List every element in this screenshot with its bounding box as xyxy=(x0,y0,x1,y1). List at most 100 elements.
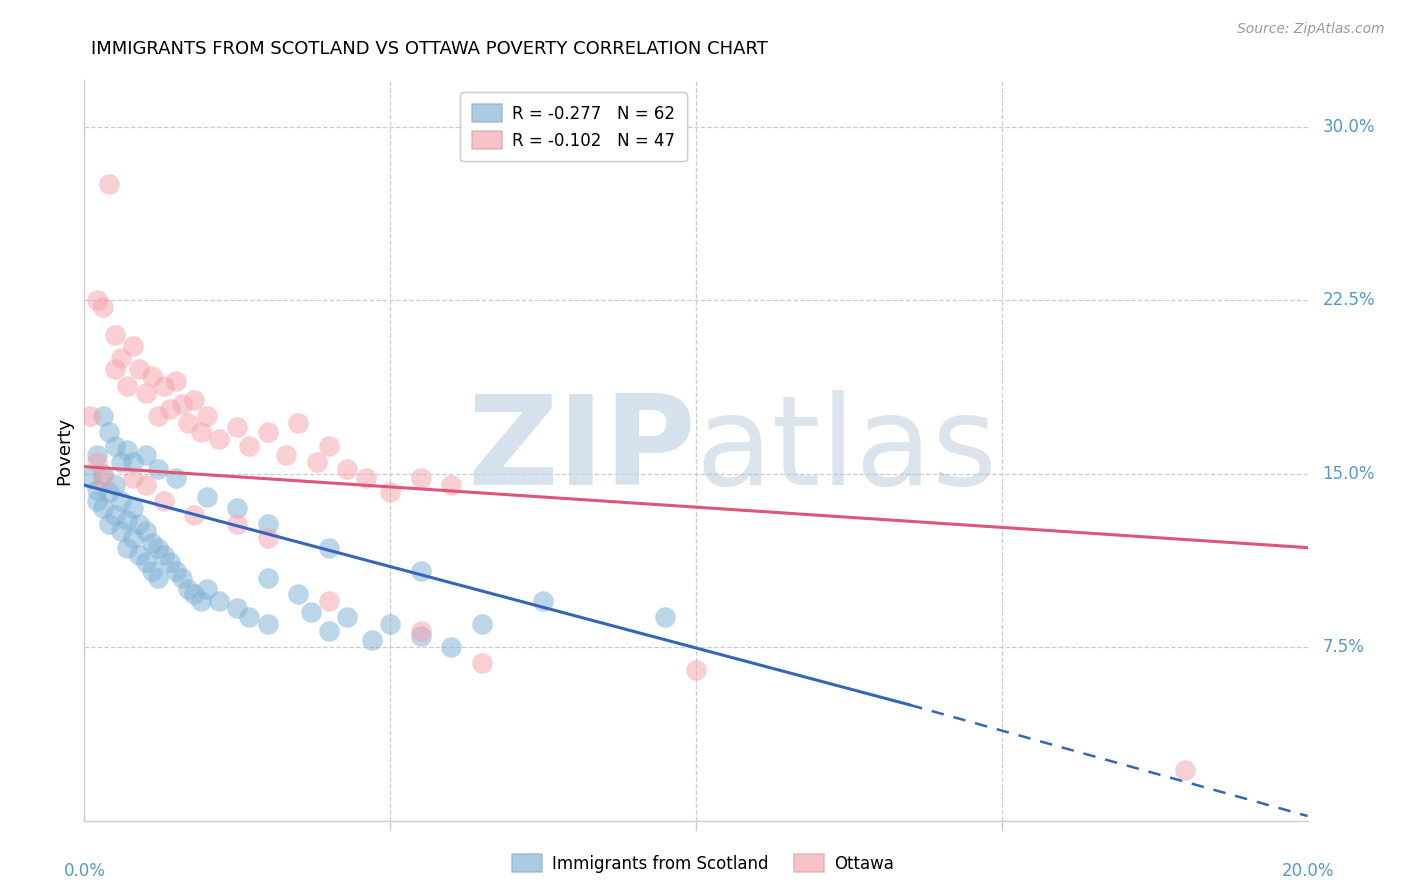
Point xyxy=(128,548,150,562)
Point xyxy=(190,425,212,439)
Point xyxy=(238,439,260,453)
Point xyxy=(110,494,132,508)
Point xyxy=(257,571,280,585)
Point xyxy=(135,448,157,462)
Point xyxy=(104,362,127,376)
Point xyxy=(153,548,176,562)
Text: 7.5%: 7.5% xyxy=(1322,638,1364,657)
Point xyxy=(177,416,200,430)
Point xyxy=(122,339,145,353)
Point xyxy=(685,663,707,677)
Point xyxy=(226,600,249,615)
Point xyxy=(226,501,249,516)
Point xyxy=(110,524,132,539)
Text: 0.0%: 0.0% xyxy=(63,863,105,880)
Point xyxy=(257,425,280,439)
Point xyxy=(141,536,163,550)
Point xyxy=(86,483,108,497)
Point xyxy=(122,532,145,546)
Point xyxy=(135,524,157,539)
Point xyxy=(172,571,194,585)
Point xyxy=(318,624,340,638)
Point xyxy=(153,494,176,508)
Point xyxy=(135,478,157,492)
Point xyxy=(135,385,157,400)
Point xyxy=(122,501,145,516)
Point xyxy=(257,532,280,546)
Point xyxy=(318,594,340,608)
Text: 20.0%: 20.0% xyxy=(1281,863,1334,880)
Point xyxy=(128,517,150,532)
Point xyxy=(336,610,359,624)
Y-axis label: Poverty: Poverty xyxy=(55,417,73,484)
Point xyxy=(91,467,114,481)
Text: atlas: atlas xyxy=(696,390,998,511)
Point xyxy=(299,606,322,620)
Point xyxy=(91,300,114,314)
Legend: R = -0.277   N = 62, R = -0.102   N = 47: R = -0.277 N = 62, R = -0.102 N = 47 xyxy=(461,92,686,161)
Text: 22.5%: 22.5% xyxy=(1322,291,1375,309)
Text: ZIP: ZIP xyxy=(467,390,696,511)
Point xyxy=(97,485,120,500)
Point xyxy=(104,478,127,492)
Point xyxy=(354,471,377,485)
Point xyxy=(146,541,169,555)
Point xyxy=(91,409,114,423)
Point xyxy=(115,378,138,392)
Point xyxy=(165,564,187,578)
Point xyxy=(287,416,309,430)
Point xyxy=(318,541,340,555)
Point xyxy=(226,420,249,434)
Point xyxy=(146,571,169,585)
Point xyxy=(79,471,101,485)
Point xyxy=(86,293,108,307)
Point xyxy=(183,508,205,523)
Point xyxy=(165,471,187,485)
Point xyxy=(177,582,200,597)
Point xyxy=(141,369,163,384)
Point xyxy=(104,508,127,523)
Point xyxy=(190,594,212,608)
Point xyxy=(287,587,309,601)
Point xyxy=(409,624,432,638)
Point xyxy=(146,462,169,476)
Point xyxy=(257,517,280,532)
Point xyxy=(141,564,163,578)
Point xyxy=(531,594,554,608)
Point xyxy=(97,517,120,532)
Point xyxy=(409,471,432,485)
Text: Source: ZipAtlas.com: Source: ZipAtlas.com xyxy=(1237,22,1385,37)
Point xyxy=(208,594,231,608)
Point xyxy=(183,392,205,407)
Point xyxy=(471,617,494,632)
Point xyxy=(91,471,114,485)
Text: IMMIGRANTS FROM SCOTLAND VS OTTAWA POVERTY CORRELATION CHART: IMMIGRANTS FROM SCOTLAND VS OTTAWA POVER… xyxy=(91,40,768,58)
Point xyxy=(104,327,127,342)
Point xyxy=(115,443,138,458)
Text: 30.0%: 30.0% xyxy=(1322,118,1375,136)
Point xyxy=(195,582,218,597)
Point xyxy=(122,471,145,485)
Point xyxy=(128,362,150,376)
Point xyxy=(380,617,402,632)
Legend: Immigrants from Scotland, Ottawa: Immigrants from Scotland, Ottawa xyxy=(506,847,900,880)
Point xyxy=(1174,763,1197,777)
Point xyxy=(153,378,176,392)
Point xyxy=(195,409,218,423)
Point xyxy=(159,554,181,569)
Point xyxy=(257,617,280,632)
Point xyxy=(86,448,108,462)
Point xyxy=(305,455,328,469)
Point xyxy=(409,564,432,578)
Point xyxy=(195,490,218,504)
Point xyxy=(183,587,205,601)
Point xyxy=(238,610,260,624)
Point xyxy=(86,494,108,508)
Point xyxy=(159,401,181,416)
Point xyxy=(440,478,463,492)
Point xyxy=(104,439,127,453)
Point xyxy=(115,513,138,527)
Point xyxy=(360,633,382,648)
Point xyxy=(146,409,169,423)
Point xyxy=(208,432,231,446)
